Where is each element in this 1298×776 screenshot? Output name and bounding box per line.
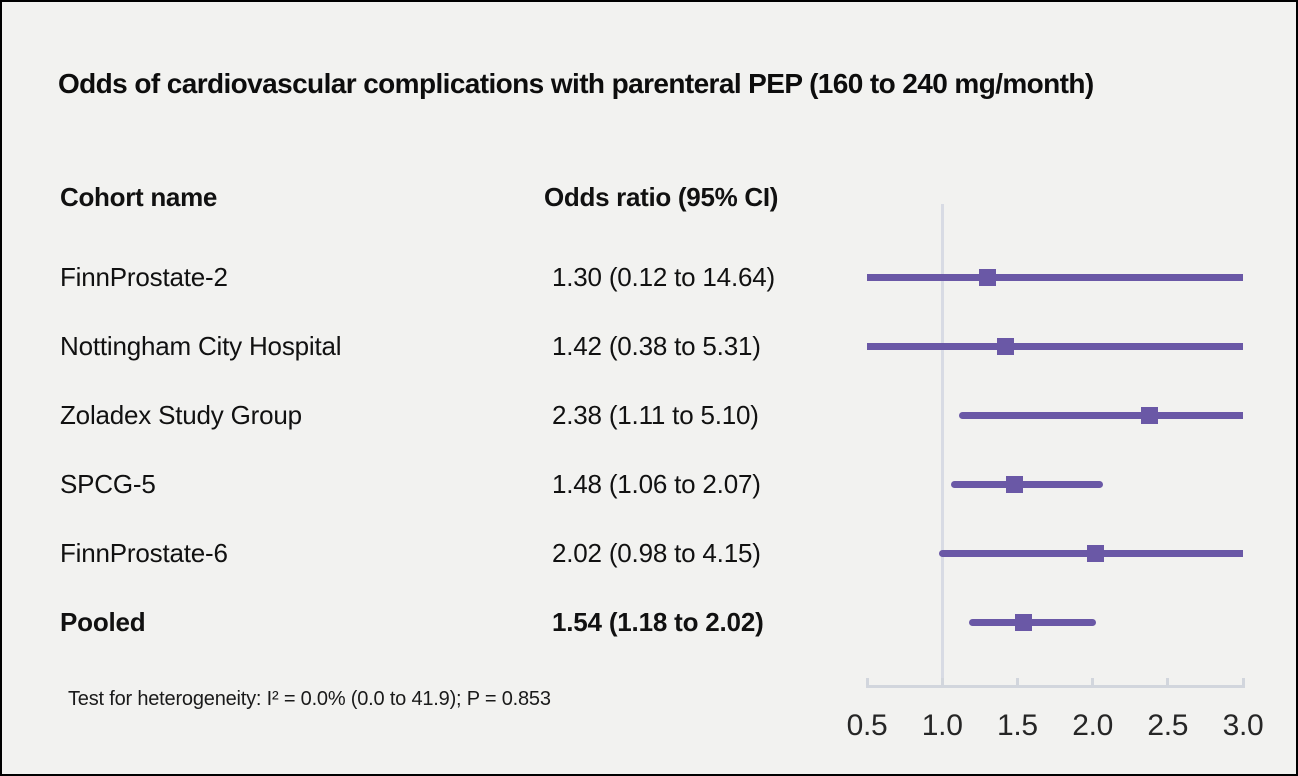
axis-tick	[940, 678, 944, 688]
odds-ratio-value: 1.48 (1.06 to 2.07)	[552, 469, 761, 499]
column-header-odds-ratio: Odds ratio (95% CI)	[544, 182, 779, 212]
odds-ratio-marker	[1005, 475, 1023, 493]
odds-ratio-marker	[996, 337, 1014, 355]
axis-tick-label: 1.0	[921, 709, 963, 742]
odds-ratio-value: 1.42 (0.38 to 5.31)	[552, 331, 761, 361]
axis-tick	[1015, 678, 1019, 688]
cohort-name: SPCG-5	[60, 469, 156, 499]
cohort-name: FinnProstate-2	[60, 262, 228, 292]
cohort-name: Pooled	[60, 607, 146, 637]
axis-tick-label: 3.0	[1222, 709, 1264, 742]
odds-ratio-value: 1.30 (0.12 to 14.64)	[552, 262, 775, 292]
confidence-interval-line	[867, 342, 1243, 350]
column-header-cohort: Cohort name	[60, 182, 218, 212]
axis-tick-label: 1.5	[996, 709, 1038, 742]
heterogeneity-footnote: Test for heterogeneity: I² = 0.0% (0.0 t…	[68, 688, 551, 710]
odds-ratio-value: 1.54 (1.18 to 2.02)	[552, 607, 764, 637]
chart-title: Odds of cardiovascular complications wit…	[58, 68, 1094, 99]
cohort-name: Zoladex Study Group	[60, 400, 302, 430]
axis-tick	[865, 678, 869, 688]
axis-tick	[1166, 678, 1170, 688]
axis-tick-label: 0.5	[846, 709, 888, 742]
axis-tick	[1091, 678, 1095, 688]
cohort-name: FinnProstate-6	[60, 538, 228, 568]
odds-ratio-value: 2.38 (1.11 to 5.10)	[552, 400, 759, 430]
odds-ratio-marker	[978, 268, 996, 286]
confidence-interval-line	[867, 273, 1243, 281]
odds-ratio-marker	[1087, 544, 1105, 562]
confidence-interval-line	[958, 411, 1243, 419]
reference-line	[940, 204, 944, 688]
pooled-estimate-marker	[1014, 613, 1032, 631]
axis-tick-label: 2.5	[1147, 709, 1189, 742]
odds-ratio-marker	[1141, 406, 1159, 424]
x-axis-line	[867, 685, 1243, 688]
odds-ratio-value: 2.02 (0.98 to 4.15)	[552, 538, 761, 568]
axis-tick	[1241, 678, 1245, 688]
axis-tick-label: 2.0	[1072, 709, 1113, 742]
confidence-interval-line	[969, 618, 1096, 626]
cohort-name: Nottingham City Hospital	[60, 331, 342, 361]
confidence-interval-line	[951, 480, 1104, 488]
